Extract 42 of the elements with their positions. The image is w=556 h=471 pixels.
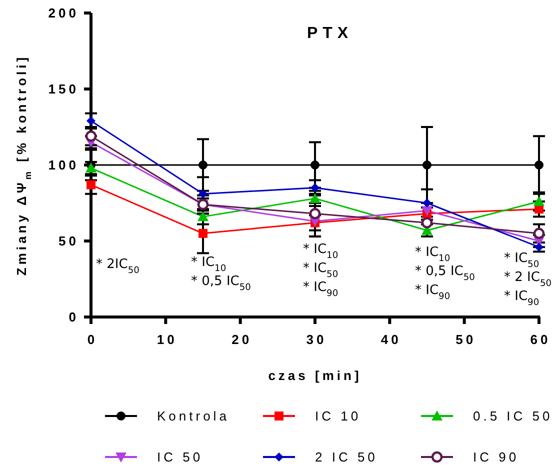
point bbox=[310, 160, 320, 170]
annotation: * 2IC$_{50}$ bbox=[96, 257, 140, 276]
point bbox=[422, 198, 432, 208]
x-tick-label: 60 bbox=[530, 332, 551, 347]
legend-label: IC 50 bbox=[157, 450, 204, 465]
x-tick-label: 0 bbox=[87, 332, 98, 347]
point bbox=[198, 228, 208, 238]
x-tick-label: 40 bbox=[380, 332, 402, 347]
point bbox=[309, 208, 321, 220]
x-tick-label: 30 bbox=[306, 332, 327, 347]
point bbox=[534, 160, 544, 170]
text: PTX bbox=[306, 25, 354, 42]
point bbox=[86, 180, 96, 190]
y-tick-label: 100 bbox=[48, 158, 79, 173]
text: * IC$_{10}$ * 0,5 IC$_{50}$ * IC$_{90}$ bbox=[415, 245, 475, 302]
point bbox=[422, 160, 432, 170]
text: * IC$_{50}$ * 2 IC$_{50}$ * IC$_{90}$ bbox=[504, 251, 552, 308]
point bbox=[534, 196, 544, 206]
point bbox=[310, 183, 320, 192]
x-axis-title: czas [min] bbox=[268, 368, 362, 383]
legend-label: IC 10 bbox=[315, 408, 362, 424]
legend-label: 0.5 IC 50 bbox=[473, 408, 553, 424]
y-tick-label: 150 bbox=[48, 82, 79, 97]
annotation: * IC$_{10}$ * IC$_{50}$ * IC$_{90}$ bbox=[303, 242, 338, 299]
x-tick-label: 50 bbox=[456, 332, 476, 347]
point bbox=[85, 130, 97, 142]
y-tick-label: 50 bbox=[58, 234, 79, 249]
y-tick-label: 0 bbox=[68, 310, 79, 325]
legend-label: 2 IC 50 bbox=[315, 450, 378, 465]
point bbox=[421, 217, 433, 228]
y-tick-label: 200 bbox=[48, 6, 79, 21]
legend-label: Kontrola bbox=[157, 408, 230, 424]
point bbox=[86, 116, 96, 126]
point bbox=[533, 228, 545, 239]
point bbox=[198, 160, 208, 170]
x-tick-label: 20 bbox=[232, 332, 252, 347]
point bbox=[86, 162, 96, 173]
x-tick-label: 10 bbox=[156, 332, 178, 347]
point bbox=[198, 211, 208, 222]
point bbox=[198, 189, 208, 198]
annotation: * IC$_{10}$ * 0,5 IC$_{50}$ bbox=[191, 255, 252, 293]
legend-label: IC 90 bbox=[473, 450, 520, 465]
